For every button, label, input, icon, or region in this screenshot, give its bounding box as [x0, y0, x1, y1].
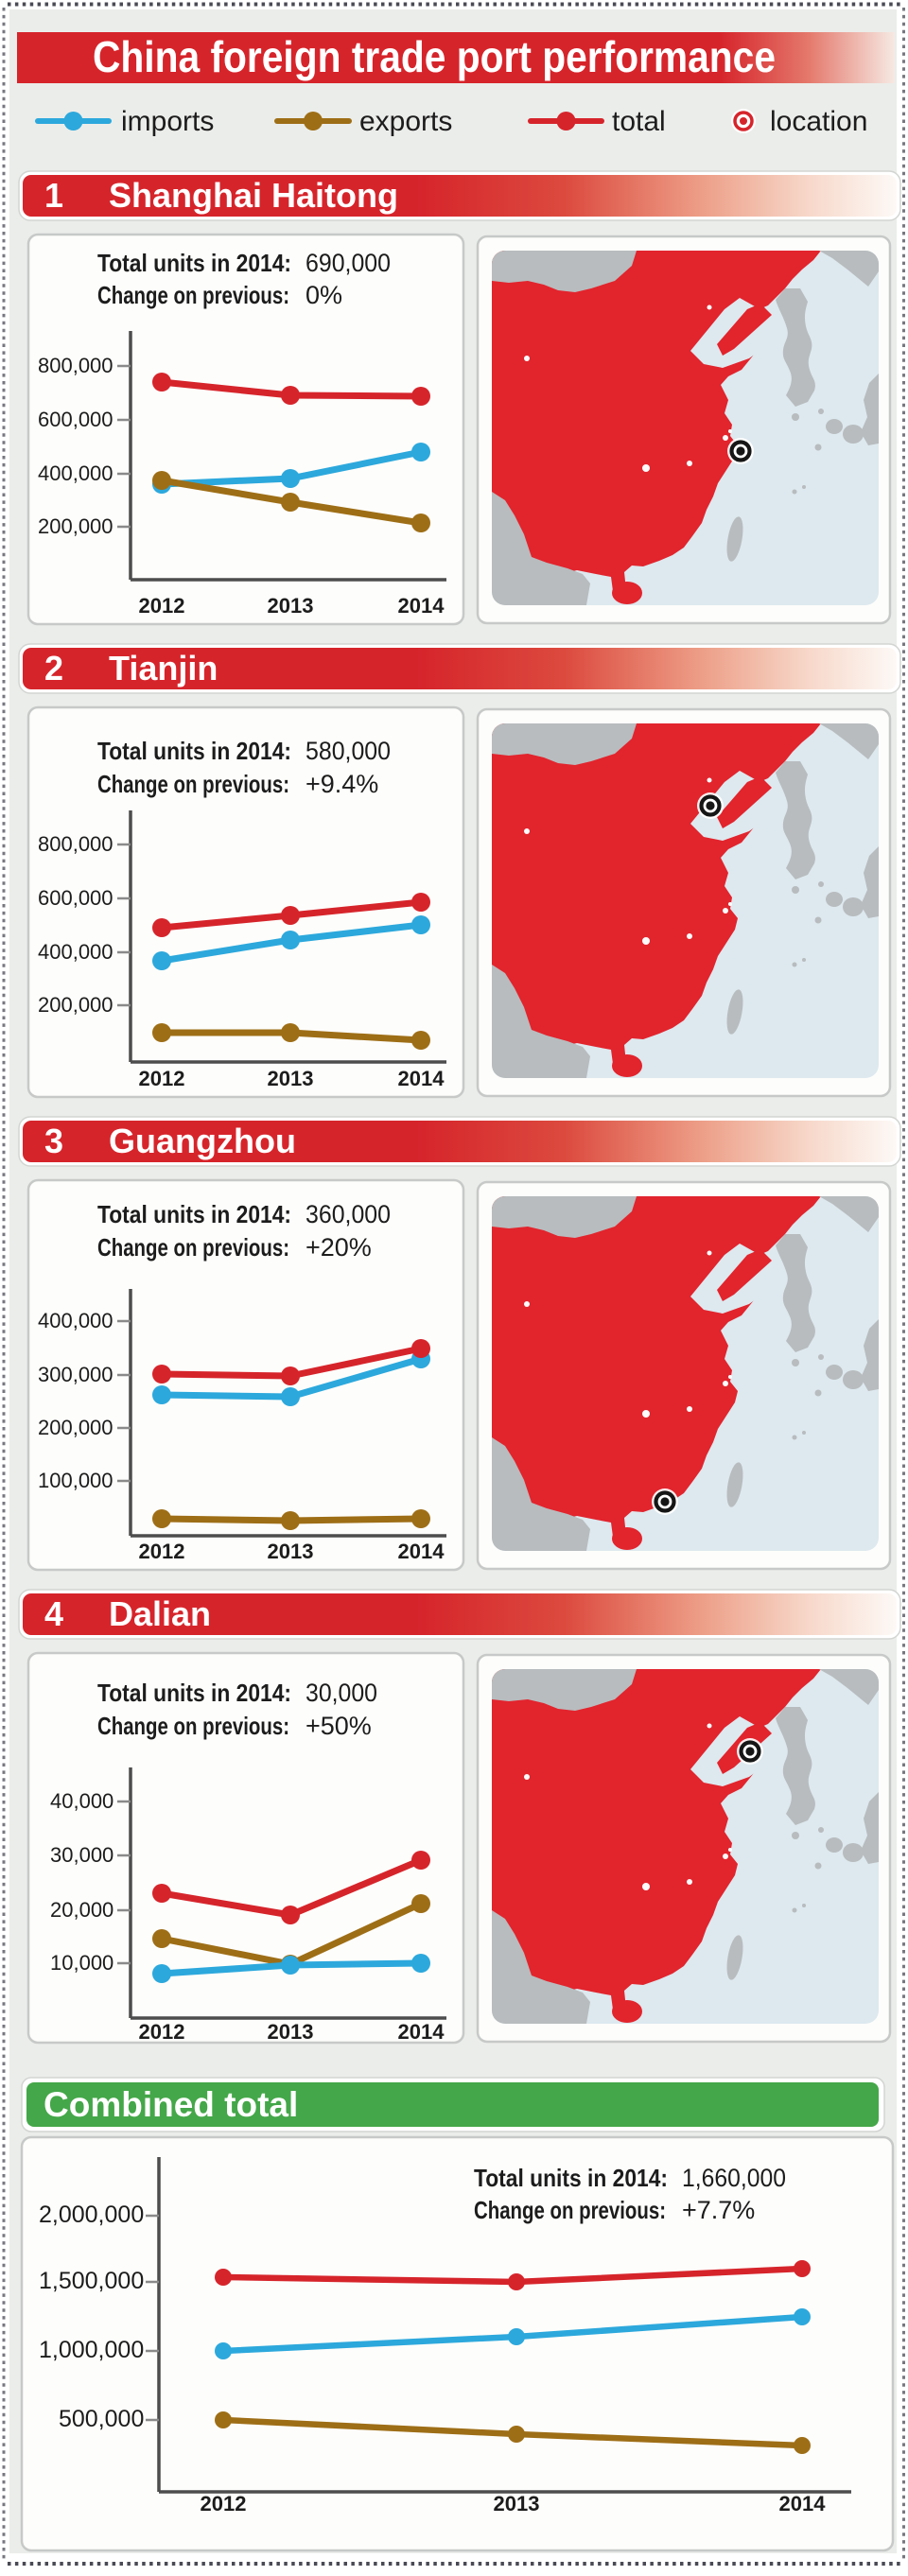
svg-text:400,000: 400,000 [38, 461, 114, 485]
svg-text:4: 4 [44, 1594, 63, 1633]
svg-text:location: location [770, 106, 867, 137]
svg-text:0%: 0% [306, 281, 342, 309]
svg-text:200,000: 200,000 [38, 1416, 114, 1439]
svg-text:30,000: 30,000 [50, 1843, 114, 1867]
svg-text:+7.7%: +7.7% [682, 2196, 755, 2224]
svg-text:600,000: 600,000 [38, 886, 114, 910]
svg-text:20,000: 20,000 [50, 1898, 114, 1922]
svg-text:360,000: 360,000 [306, 1200, 391, 1228]
svg-text:Change on previous:: Change on previous: [97, 1233, 289, 1262]
svg-text:total: total [612, 106, 666, 137]
svg-text:Shanghai Haitong: Shanghai Haitong [109, 176, 398, 215]
svg-text:Total units in 2014:: Total units in 2014: [97, 737, 291, 765]
svg-text:2013: 2013 [268, 1540, 314, 1563]
svg-text:100,000: 100,000 [38, 1469, 114, 1492]
svg-text:2012: 2012 [139, 1540, 185, 1563]
svg-text:400,000: 400,000 [38, 1309, 114, 1332]
svg-text:2,000,000: 2,000,000 [39, 2202, 144, 2228]
svg-text:300,000: 300,000 [38, 1363, 114, 1386]
svg-text:2014: 2014 [779, 2492, 827, 2515]
svg-text:40,000: 40,000 [50, 1789, 114, 1813]
svg-text:China foreign trade port perfo: China foreign trade port performance [93, 32, 776, 81]
svg-text:2014: 2014 [398, 594, 445, 618]
svg-text:1,500,000: 1,500,000 [39, 2268, 144, 2294]
svg-text:Tianjin: Tianjin [109, 649, 218, 688]
svg-text:Change on previous:: Change on previous: [97, 1712, 289, 1740]
svg-text:30,000: 30,000 [306, 1679, 377, 1707]
svg-text:Total units in 2014:: Total units in 2014: [97, 1679, 291, 1707]
svg-text:Change on previous:: Change on previous: [474, 2196, 666, 2224]
svg-text:Total units in 2014:: Total units in 2014: [97, 249, 291, 277]
svg-text:800,000: 800,000 [38, 832, 114, 856]
svg-text:2013: 2013 [268, 594, 314, 618]
svg-text:580,000: 580,000 [306, 737, 391, 765]
svg-text:Total units in 2014:: Total units in 2014: [474, 2164, 668, 2192]
svg-text:2013: 2013 [268, 2020, 314, 2044]
svg-text:Dalian: Dalian [109, 1594, 211, 1633]
svg-text:2014: 2014 [398, 1067, 445, 1090]
svg-text:Guangzhou: Guangzhou [109, 1122, 296, 1160]
svg-text:2: 2 [44, 649, 63, 688]
svg-text:Change on previous:: Change on previous: [97, 770, 289, 798]
svg-text:Combined total: Combined total [44, 2085, 298, 2124]
svg-text:imports: imports [121, 106, 214, 137]
svg-text:1,000,000: 1,000,000 [39, 2337, 144, 2363]
svg-text:200,000: 200,000 [38, 514, 114, 538]
svg-text:Change on previous:: Change on previous: [97, 281, 289, 309]
svg-text:2014: 2014 [398, 2020, 445, 2044]
svg-text:+50%: +50% [306, 1712, 372, 1740]
svg-text:600,000: 600,000 [38, 408, 114, 431]
svg-text:2014: 2014 [398, 1540, 445, 1563]
svg-text:2012: 2012 [201, 2492, 247, 2515]
svg-text:10,000: 10,000 [50, 1951, 114, 1975]
svg-text:2013: 2013 [494, 2492, 540, 2515]
svg-text:+20%: +20% [306, 1233, 372, 1262]
svg-text:Total units in 2014:: Total units in 2014: [97, 1200, 291, 1228]
svg-text:1: 1 [44, 176, 63, 215]
svg-text:2012: 2012 [139, 1067, 185, 1090]
svg-text:3: 3 [44, 1122, 63, 1160]
svg-text:400,000: 400,000 [38, 940, 114, 964]
svg-text:690,000: 690,000 [306, 249, 391, 277]
svg-text:800,000: 800,000 [38, 354, 114, 377]
svg-text:2012: 2012 [139, 2020, 185, 2044]
svg-text:1,660,000: 1,660,000 [682, 2164, 786, 2192]
svg-text:500,000: 500,000 [59, 2406, 144, 2432]
svg-text:200,000: 200,000 [38, 993, 114, 1017]
svg-text:2013: 2013 [268, 1067, 314, 1090]
svg-text:exports: exports [359, 106, 452, 137]
svg-text:2012: 2012 [139, 594, 185, 618]
svg-text:+9.4%: +9.4% [306, 770, 378, 798]
